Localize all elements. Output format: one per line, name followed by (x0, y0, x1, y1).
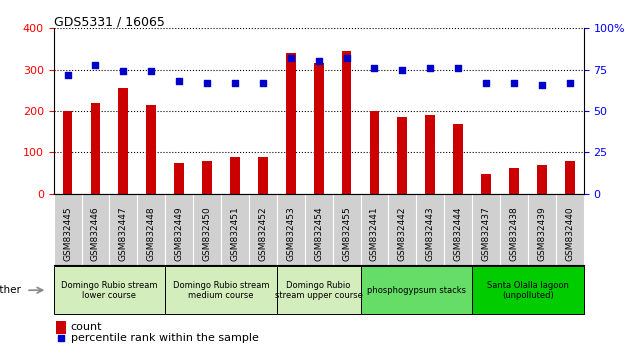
Point (202, 80, 212, 86)
Bar (146, 105, 156, 194)
Text: Santa Olalla lagoon
(unpolluted): Santa Olalla lagoon (unpolluted) (487, 280, 569, 300)
Text: GSM832439: GSM832439 (538, 206, 546, 261)
Point (146, 68, 156, 74)
Point (90, 62, 100, 68)
Bar (165, 266, 277, 314)
Bar (230, 156, 240, 194)
Bar (565, 161, 575, 194)
Text: GSM832453: GSM832453 (286, 206, 295, 261)
Text: GSM832437: GSM832437 (481, 206, 490, 261)
Bar (286, 53, 296, 194)
Bar (277, 266, 360, 314)
Bar (174, 163, 184, 194)
Point (314, 58, 324, 64)
Text: percentile rank within the sample: percentile rank within the sample (71, 333, 259, 343)
Point (537, 82, 547, 87)
Bar (537, 165, 546, 194)
Text: GSM832452: GSM832452 (258, 206, 268, 261)
Text: GSM832450: GSM832450 (203, 206, 211, 261)
Point (258, 80, 268, 86)
Text: GSM832455: GSM832455 (342, 206, 351, 261)
Point (341, 55, 351, 61)
Bar (91, 103, 100, 194)
Text: GSM832447: GSM832447 (119, 206, 128, 261)
Bar (56, 321, 66, 334)
Text: GSM832444: GSM832444 (454, 207, 463, 261)
Point (230, 80, 240, 86)
Point (56, 336, 66, 341)
Bar (62, 111, 73, 194)
Bar (360, 266, 472, 314)
Text: Domingo Rubio stream
lower course: Domingo Rubio stream lower course (61, 280, 158, 300)
Text: count: count (71, 322, 102, 332)
Point (425, 65, 435, 71)
Text: GSM832451: GSM832451 (230, 206, 239, 261)
Text: Domingo Rubio
stream upper course: Domingo Rubio stream upper course (274, 280, 363, 300)
Point (174, 79, 184, 84)
Bar (341, 51, 351, 194)
Text: GSM832445: GSM832445 (63, 206, 72, 261)
Bar (54, 266, 165, 314)
Bar (398, 117, 407, 194)
Point (565, 80, 575, 86)
Text: GSM832438: GSM832438 (509, 206, 519, 261)
Text: GSM832442: GSM832442 (398, 207, 407, 261)
Text: GSM832448: GSM832448 (147, 206, 156, 261)
Text: GSM832443: GSM832443 (426, 206, 435, 261)
Text: GSM832446: GSM832446 (91, 206, 100, 261)
Bar (509, 168, 519, 194)
Bar (425, 115, 435, 194)
Text: GSM832454: GSM832454 (314, 206, 323, 261)
Bar (472, 266, 584, 314)
Point (481, 80, 491, 86)
Bar (453, 124, 463, 194)
Text: GSM832449: GSM832449 (175, 206, 184, 261)
Point (286, 55, 296, 61)
Bar (202, 161, 212, 194)
Bar (314, 63, 324, 194)
Point (369, 65, 379, 71)
Text: GDS5331 / 16065: GDS5331 / 16065 (54, 15, 165, 28)
Text: Domingo Rubio stream
medium course: Domingo Rubio stream medium course (173, 280, 269, 300)
Bar (370, 111, 379, 194)
Bar (258, 156, 268, 194)
Text: GSM832440: GSM832440 (565, 206, 574, 261)
Text: other: other (0, 285, 21, 295)
Point (509, 80, 519, 86)
Text: GSM832441: GSM832441 (370, 206, 379, 261)
Text: phosphogypsum stacks: phosphogypsum stacks (367, 286, 466, 295)
Point (119, 68, 129, 74)
Point (62, 72, 73, 78)
Point (453, 65, 463, 71)
Bar (119, 88, 128, 194)
Bar (481, 174, 491, 194)
Point (398, 67, 408, 73)
